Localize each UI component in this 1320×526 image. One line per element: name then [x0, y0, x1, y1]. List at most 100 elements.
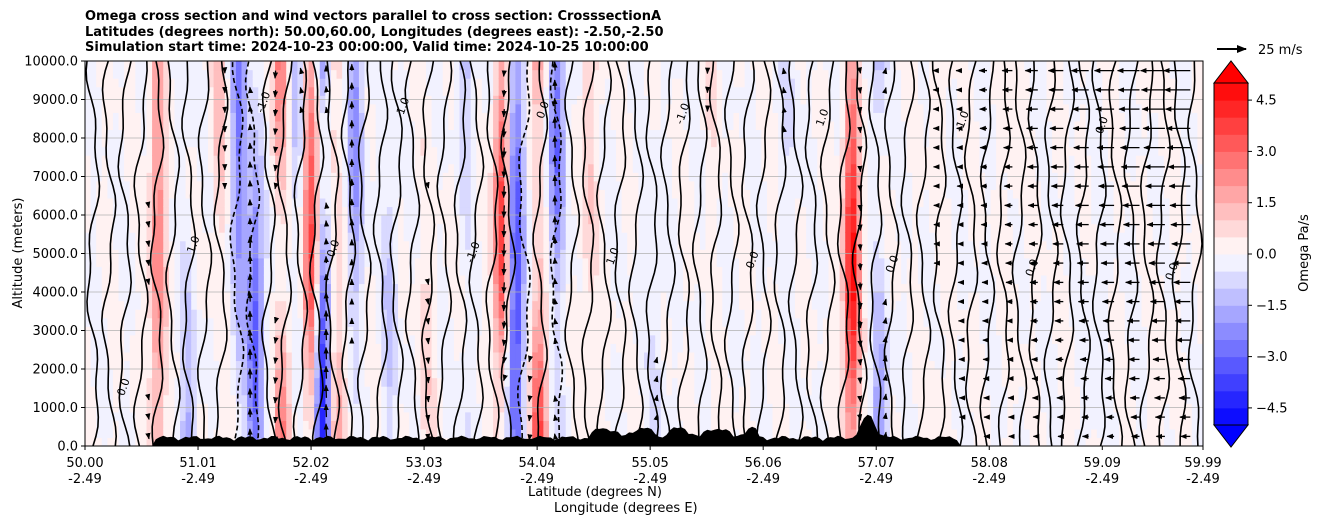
field-cell — [107, 103, 114, 113]
field-cell — [118, 129, 125, 139]
field-cell — [124, 377, 131, 387]
field-cell — [219, 334, 226, 344]
field-cell — [616, 206, 623, 216]
field-cell — [420, 334, 427, 344]
field-cell — [493, 369, 500, 379]
field-cell — [358, 309, 366, 319]
field-cell — [235, 334, 243, 344]
field-cell — [386, 343, 394, 353]
field-cell — [303, 257, 310, 267]
field-cell — [269, 138, 276, 148]
field-cell — [403, 317, 410, 327]
field-cell — [118, 163, 125, 173]
field-cell — [90, 189, 97, 199]
field-cell — [358, 360, 366, 370]
field-cell — [487, 189, 494, 199]
field-cell — [152, 428, 159, 439]
field-cell — [386, 78, 394, 88]
field-cell — [129, 343, 136, 353]
field-cell — [375, 206, 382, 216]
field-cell — [185, 61, 192, 71]
field-cell — [358, 78, 366, 88]
field-cell — [582, 112, 589, 122]
field-cell — [521, 351, 528, 362]
field-cell — [599, 138, 606, 148]
field-cell — [644, 369, 651, 379]
field-cell — [571, 369, 578, 379]
field-cell — [174, 334, 181, 344]
field-cell — [96, 146, 103, 156]
field-cell — [118, 437, 125, 446]
field-cell — [616, 360, 623, 370]
field-cell — [414, 257, 421, 267]
field-cell — [610, 112, 617, 122]
field-cell — [275, 232, 282, 242]
field-cell — [330, 103, 338, 113]
field-cell — [269, 120, 276, 131]
field-cell — [90, 274, 97, 285]
field-cell — [554, 129, 561, 139]
field-cell — [431, 120, 438, 131]
field-cell — [364, 120, 371, 131]
field-cell — [470, 394, 477, 404]
field-cell — [409, 232, 416, 242]
field-cell — [297, 78, 304, 88]
field-cell — [638, 112, 645, 122]
field-cell — [571, 180, 578, 190]
field-cell — [269, 78, 276, 88]
field-cell — [202, 300, 209, 310]
field-cell — [235, 309, 243, 319]
field-cell — [252, 309, 259, 319]
field-cell — [632, 283, 640, 293]
field-cell — [660, 283, 667, 293]
field-cell — [297, 223, 304, 233]
field-cell — [314, 343, 321, 353]
field-cell — [398, 283, 405, 293]
field-cell — [560, 215, 567, 225]
field-cell — [263, 223, 271, 233]
field-cell — [347, 334, 354, 344]
field-cell — [493, 343, 500, 353]
field-cell — [375, 129, 382, 139]
field-cell — [604, 300, 612, 310]
field-cell — [107, 309, 114, 319]
field-cell — [688, 428, 695, 439]
field-cell — [107, 129, 114, 139]
field-cell — [582, 232, 589, 242]
field-cell — [235, 394, 243, 404]
field-cell — [515, 103, 522, 113]
field-cell — [453, 61, 461, 71]
field-cell — [621, 428, 628, 439]
field-cell — [291, 386, 299, 396]
field-cell — [448, 266, 455, 276]
field-cell — [571, 266, 578, 276]
field-cell — [370, 411, 377, 421]
field-cell — [465, 240, 472, 250]
field-cell — [565, 420, 572, 430]
field-cell — [140, 411, 148, 421]
field-cell — [314, 309, 321, 319]
field-cell — [107, 155, 114, 165]
field-cell — [414, 377, 421, 387]
field-cell — [319, 129, 326, 139]
field-cell — [325, 232, 332, 242]
field-cell — [588, 420, 595, 430]
field-cell — [571, 163, 578, 173]
field-cell — [252, 138, 259, 148]
field-cell — [191, 120, 198, 131]
field-cell — [610, 257, 617, 267]
field-cell — [638, 274, 645, 285]
field-cell — [263, 78, 271, 88]
field-cell — [358, 420, 366, 430]
field-cell — [655, 386, 662, 396]
field-cell — [448, 120, 455, 131]
field-cell — [291, 292, 299, 302]
field-cell — [107, 300, 114, 310]
field-cell — [157, 394, 164, 404]
field-cell — [593, 266, 600, 276]
field-cell — [219, 120, 226, 131]
field-cell — [336, 138, 343, 148]
field-cell — [560, 369, 567, 379]
field-cell — [196, 334, 203, 344]
field-cell — [129, 394, 136, 404]
